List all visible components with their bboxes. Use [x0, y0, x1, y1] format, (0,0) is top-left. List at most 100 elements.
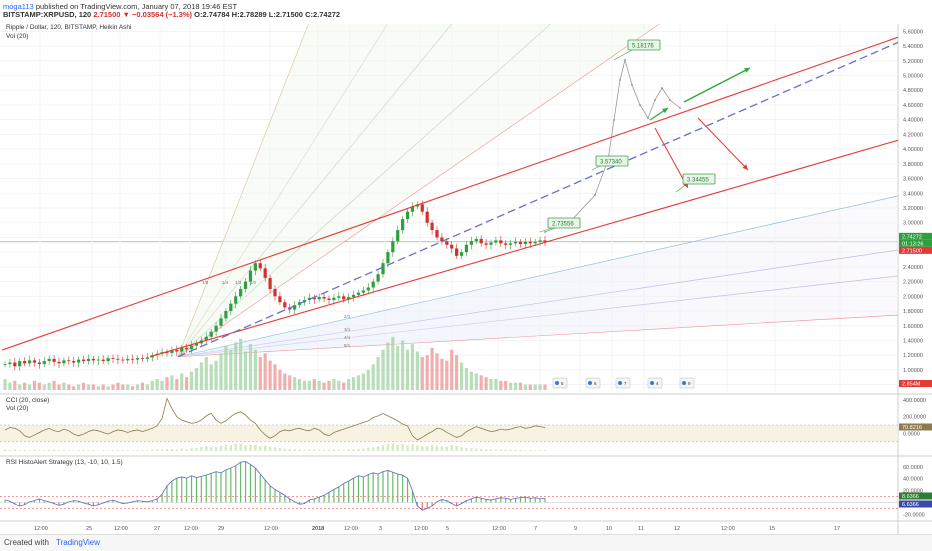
rsi-tag: [899, 500, 932, 508]
candle-body: [209, 331, 213, 337]
candle-body: [77, 359, 81, 363]
cci-vol-bar: [416, 445, 419, 451]
cci-vol-bar: [317, 449, 321, 451]
callout-pointer: [613, 49, 633, 61]
candle-body: [3, 364, 7, 365]
author-link[interactable]: moga113: [3, 2, 34, 11]
volume-bar: [263, 353, 267, 390]
candle-body: [499, 240, 503, 244]
volume-bar: [322, 382, 326, 390]
candle-body: [283, 302, 287, 308]
time-tick-label: 11: [638, 526, 644, 532]
fan-label: 2/1: [344, 314, 351, 319]
cci-vol-bar: [465, 447, 468, 451]
volume-bar: [18, 384, 22, 390]
callout-box: [627, 39, 661, 51]
tradingview-logo[interactable]: TradingView: [56, 538, 101, 547]
volume-bar: [494, 379, 498, 390]
fan-fill: [178, 20, 665, 357]
price-tick-label: 4.80000: [903, 88, 923, 94]
candle-body: [494, 240, 498, 243]
cci-vol-bar: [293, 449, 296, 451]
price-tag-label: 2.74272: [902, 234, 922, 240]
volume-bar: [170, 375, 174, 390]
volume-bar: [361, 373, 365, 390]
volume-bar: [140, 382, 145, 390]
volume-bar: [214, 360, 218, 390]
candle-body: [180, 347, 184, 352]
time-tick-label: 5: [446, 526, 449, 532]
cci-vol-bar: [175, 449, 179, 451]
price-tick-label: 3.80000: [903, 162, 923, 168]
price-tick-label: 4.00000: [903, 147, 923, 153]
price-tick-label: 2.40000: [903, 265, 923, 271]
cci-vol-bar: [219, 445, 223, 451]
fan-fill: [178, 196, 898, 357]
callout-box: [595, 155, 629, 167]
cci-vol-bar: [214, 446, 218, 451]
candle-body: [72, 361, 76, 363]
cci-vol-bar: [278, 448, 282, 451]
cci-vol-bar: [185, 449, 188, 451]
candle-body: [185, 347, 189, 350]
candle-body: [386, 252, 390, 264]
volume-bar: [67, 384, 71, 390]
volume-bar: [523, 384, 527, 390]
volume-title: Vol (20): [6, 33, 29, 40]
cci-vol-bar: [160, 449, 164, 451]
volume-bar: [131, 386, 135, 390]
projected-point: [619, 79, 621, 81]
cci-vol-bar: [244, 445, 247, 451]
cci-vol-bar: [371, 447, 375, 451]
candle-body: [47, 358, 51, 362]
cci-vol-bar: [116, 449, 120, 451]
cci-vol-bar: [151, 449, 154, 451]
bearish-arrow-head: [742, 164, 748, 170]
volume-bar: [106, 386, 110, 390]
price-tick-label: 5.00000: [903, 74, 923, 80]
event-markers: 5 6 7 4 9: [552, 377, 695, 389]
time-tick-label: 25: [86, 526, 92, 532]
lower-channel-line: [149, 139, 899, 358]
volume-bar: [111, 384, 115, 390]
candle-body: [23, 361, 27, 364]
volume-bar: [401, 340, 405, 390]
time-tick-label: 12:00: [264, 526, 278, 532]
rsi-tag: [899, 492, 932, 500]
price-tick-label: 3.40000: [903, 191, 923, 197]
volume-bar: [455, 355, 459, 390]
candle-body: [337, 296, 341, 298]
projected-point: [639, 104, 641, 106]
chart-header: moga113 published on TradingView.com, Ja…: [0, 0, 932, 24]
projected-point: [631, 84, 633, 86]
candle-body: [430, 222, 434, 231]
volume-bar: [62, 382, 66, 390]
candle-body: [170, 350, 174, 353]
volume-bar: [243, 351, 248, 390]
cci-vol-bar: [430, 444, 434, 451]
cci-vol-bar: [170, 448, 174, 451]
volume-bar: [13, 380, 17, 390]
candle-body: [81, 359, 86, 362]
fan-label: 1/3: [235, 280, 242, 285]
publish-text: published on TradingView.com, January 07…: [35, 2, 238, 11]
cci-vol-bar: [283, 448, 287, 451]
bullish-arrow: [683, 67, 751, 103]
candle-body: [27, 360, 32, 364]
volume-bar: [194, 368, 199, 390]
candle-body: [366, 287, 370, 291]
price-tick-label: 1.40000: [903, 338, 923, 344]
event-marker: [647, 377, 663, 389]
cci-vol-bar: [479, 448, 483, 451]
time-tick-label: 12:00: [414, 526, 428, 532]
candle-body: [234, 296, 238, 304]
cci-tick-label: 400.0000: [903, 398, 926, 404]
volume-bar: [77, 384, 81, 390]
candle-body: [489, 242, 493, 245]
candle-body: [332, 297, 336, 300]
candle-body: [528, 241, 532, 244]
volume-bar: [42, 384, 46, 390]
bullish-arrow-head: [744, 68, 750, 73]
volume-bar: [464, 368, 469, 390]
cci-vol-bar: [435, 445, 439, 451]
